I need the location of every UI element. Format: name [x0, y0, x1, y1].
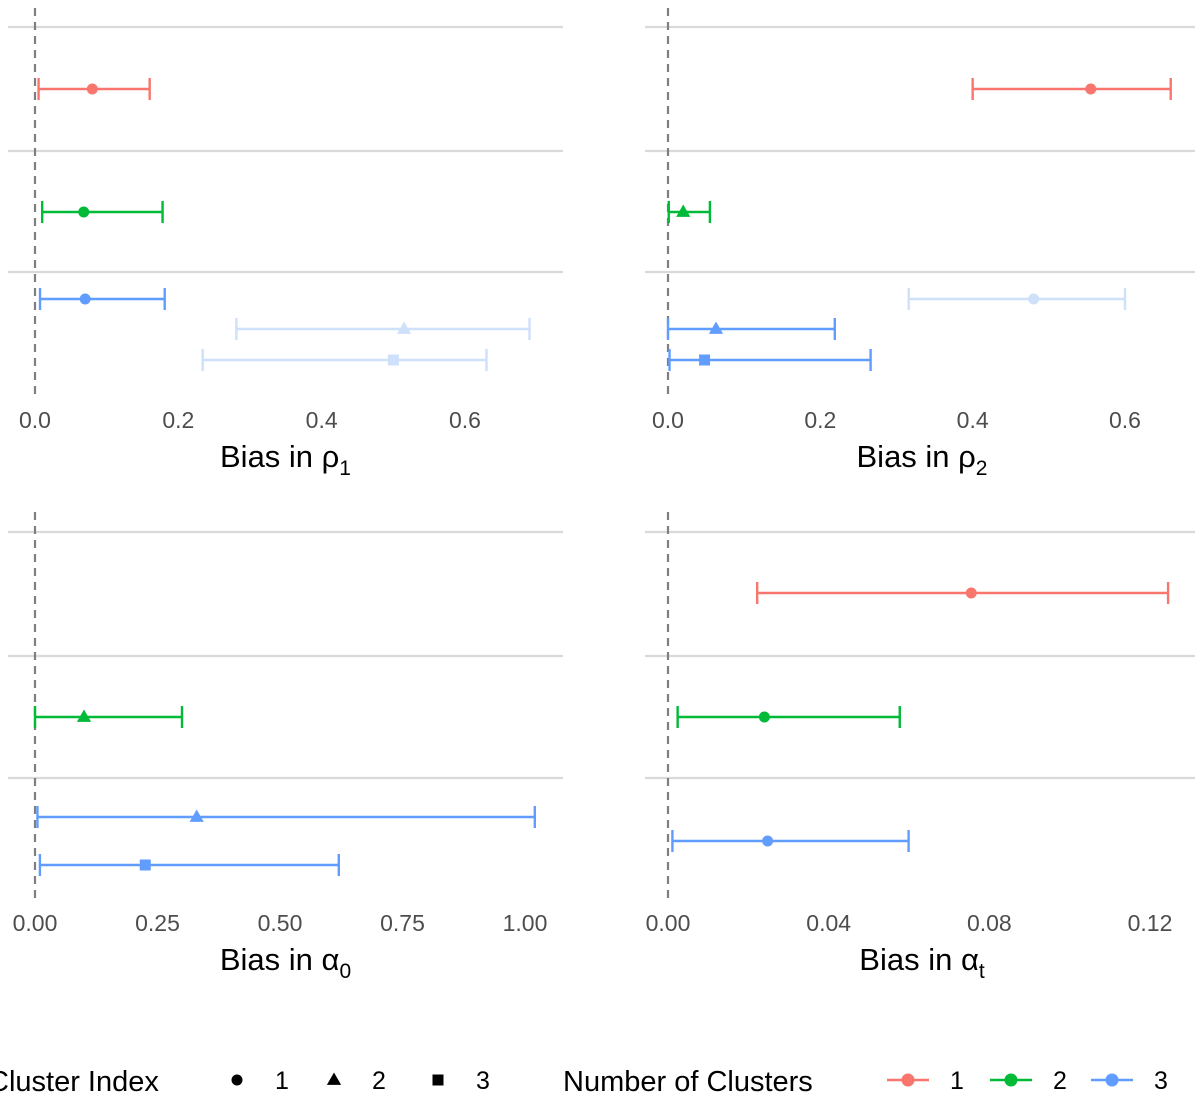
circle-icon — [231, 1074, 243, 1086]
legend-label: 2 — [372, 1067, 386, 1095]
x-tick-label: 0.2 — [804, 407, 836, 433]
triangle-icon — [326, 1072, 342, 1085]
legend-title-num-clusters: Number of Clusters — [563, 1066, 813, 1098]
errorbar-point — [666, 318, 837, 340]
errorbar-point — [755, 582, 1170, 604]
point-marker — [758, 711, 770, 723]
x-axis-label: Bias in αt — [859, 942, 985, 983]
x-tick-label: 0.6 — [449, 407, 481, 433]
x-axis-label: Bias in ρ1 — [220, 439, 351, 480]
x-axis-label-sub: 0 — [339, 960, 351, 983]
legend-label: 3 — [1154, 1067, 1168, 1095]
x-tick-label: 0.0 — [652, 407, 684, 433]
x-tick-label: 0.25 — [135, 910, 180, 936]
point-marker — [78, 206, 90, 218]
point-marker — [79, 293, 91, 305]
x-tick-label: 0.2 — [162, 407, 194, 433]
x-tick-label: 0.50 — [258, 910, 303, 936]
errorbar-point — [907, 288, 1127, 310]
point-marker — [189, 809, 204, 822]
point-marker — [1028, 293, 1040, 305]
x-tick-label: 0.75 — [380, 910, 425, 936]
errorbar-point — [38, 854, 340, 876]
point-marker — [965, 587, 977, 599]
legend-title-cluster-index: Cluster Index — [0, 1066, 159, 1098]
x-tick-label: 0.12 — [1128, 910, 1173, 936]
x-axis-label-main: Bias in ρ — [857, 439, 976, 474]
x-axis-label-main: Bias in α — [220, 942, 340, 977]
point-marker — [76, 709, 92, 722]
legend-label: 1 — [950, 1067, 964, 1095]
legend-key-point — [1105, 1073, 1119, 1087]
x-axis-label-sub: t — [979, 960, 985, 983]
point-marker — [139, 859, 151, 871]
x-tick-label: 0.00 — [646, 910, 691, 936]
panel-1: 0.0 0.2 0.4 0.6 Bias in ρ1 — [8, 8, 563, 480]
legend-item-cluster-index: 1 — [231, 1067, 289, 1095]
errorbar-point — [33, 706, 184, 728]
x-axis-label: Bias in α0 — [220, 942, 351, 983]
legend-item-num-clusters: 1 — [887, 1067, 964, 1095]
x-axis-label-sub: 2 — [976, 457, 988, 480]
x-tick-label: 0.08 — [967, 910, 1012, 936]
legend-item-cluster-index: 3 — [432, 1067, 490, 1095]
legend-label: 1 — [275, 1067, 289, 1095]
errorbar-point — [671, 830, 910, 852]
x-axis-label-sub: 1 — [339, 457, 351, 480]
legend-item-cluster-index: 2 — [326, 1067, 386, 1095]
point-marker — [396, 321, 412, 334]
errorbar-point — [667, 201, 712, 223]
x-axis-label-main: Bias in α — [859, 942, 979, 977]
errorbar-point — [676, 706, 901, 728]
errorbar-point — [971, 78, 1172, 100]
square-icon — [432, 1074, 444, 1086]
legend-label: 3 — [476, 1067, 490, 1095]
errorbar-point — [38, 288, 166, 310]
panel-3: 0.00 0.25 0.50 0.75 1.00 Bias in α0 — [8, 512, 563, 983]
x-axis-label-main: Bias in ρ — [220, 439, 339, 474]
errorbar-point — [40, 201, 164, 223]
x-tick-label: 0.4 — [957, 407, 989, 433]
point-marker — [699, 354, 711, 366]
legend: Cluster Index 1 2 3 Number of Clusters 1 2 3 — [0, 1066, 1168, 1098]
legend-item-num-clusters: 2 — [990, 1067, 1067, 1095]
point-marker — [387, 354, 399, 366]
point-marker — [1085, 83, 1097, 95]
panel-4: 0.00 0.04 0.08 0.12 Bias in αt — [645, 512, 1195, 983]
errorbar-point — [37, 78, 151, 100]
x-axis-label: Bias in ρ2 — [857, 439, 988, 480]
legend-key-point — [901, 1073, 915, 1087]
point-marker — [762, 835, 774, 847]
errorbar-point — [201, 349, 488, 371]
legend-key-point — [1004, 1073, 1018, 1087]
x-tick-label: 0.4 — [306, 407, 338, 433]
errorbar-point — [668, 349, 872, 371]
legend-label: 2 — [1053, 1067, 1067, 1095]
x-tick-label: 0.6 — [1109, 407, 1141, 433]
legend-item-num-clusters: 3 — [1091, 1067, 1168, 1095]
x-tick-label: 0.0 — [19, 407, 51, 433]
point-marker — [676, 204, 691, 217]
point-marker — [86, 83, 98, 95]
errorbar-point — [36, 806, 536, 828]
panel-2: 0.0 0.2 0.4 0.6 Bias in ρ2 — [645, 8, 1195, 480]
x-tick-label: 1.00 — [503, 910, 548, 936]
point-marker — [708, 321, 724, 334]
x-tick-label: 0.04 — [806, 910, 851, 936]
x-tick-label: 0.00 — [13, 910, 58, 936]
errorbar-point — [235, 318, 531, 340]
